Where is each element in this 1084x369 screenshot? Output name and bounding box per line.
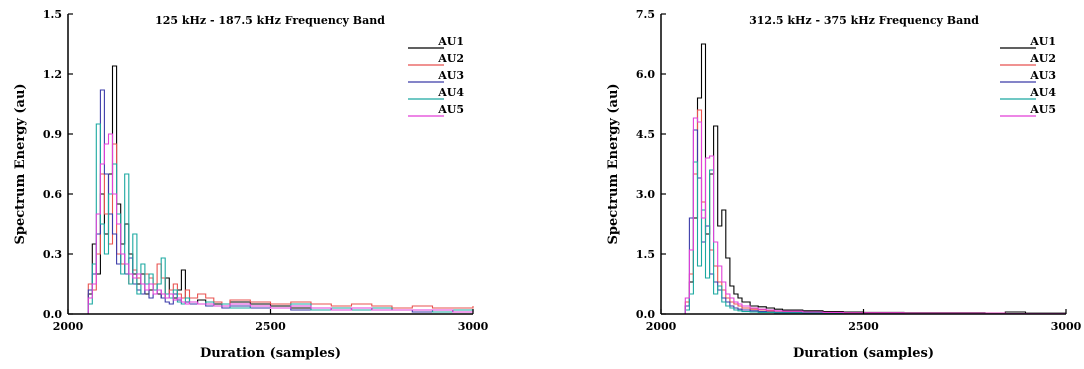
series-line-au3	[681, 129, 1066, 315]
y-tick-label: 4.5	[636, 128, 655, 141]
x-tick-label: 2500	[255, 320, 286, 333]
legend: AU1 AU2 AU3 AU4 AU5	[1000, 35, 1056, 117]
series-line-au5	[84, 133, 474, 315]
x-tick-label: 2000	[646, 320, 677, 333]
y-tick-label: 0.0	[636, 308, 655, 321]
legend-label-au3: AU3	[437, 69, 464, 82]
legend-label-au2: AU2	[1029, 52, 1056, 65]
x-tick-label: 2500	[848, 320, 879, 333]
y-tick-label: 3.0	[636, 188, 655, 201]
y-tick-label: 0.0	[43, 308, 62, 321]
legend-label-au2: AU2	[437, 52, 464, 65]
x-axis-label: Duration (samples)	[200, 346, 341, 361]
x-tick-label: 2000	[53, 320, 84, 333]
series-line-au2	[681, 109, 1066, 315]
series-line-au2	[84, 143, 474, 315]
y-tick-label: 6.0	[636, 68, 655, 81]
y-tick-label: 0.3	[43, 248, 62, 261]
y-axis-label: Spectrum Energy (au)	[13, 83, 28, 244]
series-line-au4	[84, 123, 474, 315]
legend: AU1 AU2 AU3 AU4 AU5	[408, 35, 464, 117]
legend-label-au1: AU1	[1029, 35, 1056, 48]
chart-title: 125 kHz - 187.5 kHz Frequency Band	[155, 14, 385, 27]
legend-label-au3: AU3	[1029, 69, 1056, 82]
legend-label-au4: AU4	[437, 86, 464, 99]
legend-label-au4: AU4	[1029, 86, 1056, 99]
y-tick-label: 1.2	[43, 68, 62, 81]
chart-panel-left: 0.0 0.3 0.6 0.9 1.2 1.5 2000 2500 3000 125 kHz - …	[13, 8, 489, 361]
x-axis-label: Duration (samples)	[793, 346, 934, 361]
y-tick-label: 7.5	[636, 8, 655, 21]
y-tick-label: 0.9	[43, 128, 62, 141]
series-line-au4	[681, 161, 1066, 315]
y-tick-label: 0.6	[43, 188, 62, 201]
y-axis-label: Spectrum Energy (au)	[606, 83, 621, 244]
series-line-au1	[681, 43, 1067, 315]
series-line-au1	[84, 65, 474, 315]
series-line-au3	[84, 89, 473, 315]
y-tick-label: 1.5	[43, 8, 62, 21]
legend-label-au5: AU5	[437, 103, 464, 116]
x-tick-label: 3000	[1051, 320, 1082, 333]
legend-label-au5: AU5	[1029, 103, 1056, 116]
y-tick-label: 1.5	[636, 248, 655, 261]
x-tick-label: 3000	[458, 320, 489, 333]
series-line-au5	[681, 117, 1066, 315]
legend-label-au1: AU1	[437, 35, 464, 48]
chart-title: 312.5 kHz - 375 kHz Frequency Band	[749, 14, 979, 27]
chart-panel-right: 0.0 1.5 3.0 4.5 6.0 7.5 2000 2500 3000 312.5 kHz …	[606, 8, 1082, 361]
